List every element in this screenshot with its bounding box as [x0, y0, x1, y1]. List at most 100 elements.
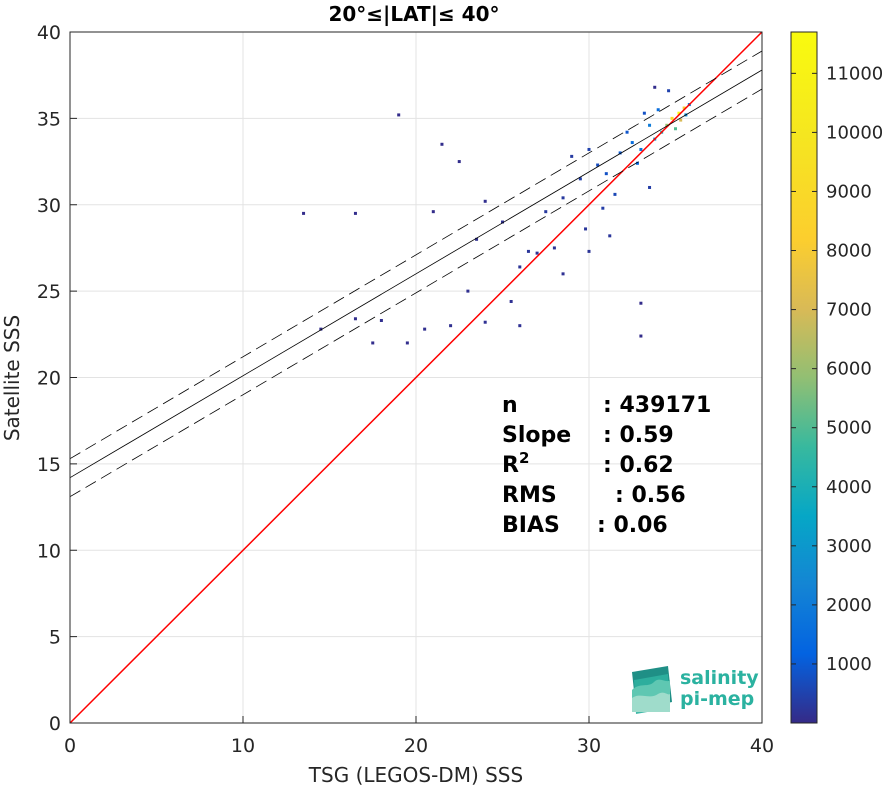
density-cell: [535, 251, 539, 255]
stat-value-3: : 0.56: [615, 483, 686, 508]
density-cell: [475, 237, 479, 241]
y-axis-title: Satellite SSS: [0, 315, 24, 441]
salinity-pi-mep-logo: salinity pi-mep: [632, 666, 759, 714]
density-cell: [423, 327, 427, 331]
density-cell: [552, 246, 556, 250]
y-tick-label-5: 25: [37, 281, 61, 303]
stat-value-0: : 439171: [603, 393, 711, 418]
stat-label-4: BIAS: [502, 513, 560, 538]
fit-line: [70, 69, 762, 479]
x-axis-title: TSG (LEGOS-DM) SSS: [308, 763, 523, 787]
colorbar-tick-label-2: 3000: [826, 536, 872, 557]
density-cell: [397, 113, 401, 117]
density-cell: [682, 106, 686, 110]
density-cell: [544, 210, 548, 214]
density-cell: [440, 142, 444, 146]
logo-line-2: pi-mep: [680, 688, 754, 710]
density-cell: [642, 111, 646, 115]
density-cell: [570, 154, 574, 158]
density-cell: [561, 272, 565, 276]
density-cell: [371, 341, 375, 345]
chart-title: 20°≤|LAT|≤ 40°: [328, 2, 499, 26]
colorbar-frame: [790, 31, 818, 724]
density-cell: [618, 151, 622, 155]
colorbar-tick-label-0: 1000: [826, 654, 872, 675]
x-tick-label-4: 40: [750, 735, 774, 757]
density-cell: [483, 320, 487, 324]
density-cell: [587, 249, 591, 253]
density-cell: [587, 147, 591, 151]
colorbar-tick-label-4: 5000: [826, 418, 872, 439]
density-cell: [518, 324, 522, 328]
regression-lines: [70, 32, 762, 723]
colorbar-ticks: 1000 2000 3000 4000 5000 6000 7000 8000 9000 1000…: [791, 63, 883, 675]
colorbar-tick-label-5: 6000: [826, 359, 872, 380]
density-cell: [526, 249, 530, 253]
y-tick-label-6: 30: [37, 195, 61, 217]
density-cell: [674, 127, 677, 131]
y-tick-label-2: 10: [37, 540, 61, 562]
density-cell: [639, 301, 643, 305]
density-cell: [601, 206, 605, 210]
logo-line-1: salinity: [680, 667, 759, 689]
stat-label-1: Slope: [502, 423, 571, 448]
logo-graphic: [632, 666, 672, 714]
density-cell: [449, 324, 453, 328]
density-cell: [648, 123, 652, 127]
density-cell: [584, 227, 588, 231]
density-cell: [613, 192, 617, 196]
colorbar-tick-label-8: 9000: [826, 181, 872, 202]
density-cloud: [302, 85, 691, 345]
y-tick-label-3: 15: [37, 454, 61, 476]
density-cell: [639, 334, 643, 338]
density-cell: [625, 130, 629, 134]
density-cell: [353, 211, 357, 215]
density-cell: [665, 123, 669, 127]
stat-label-3: RMS: [502, 483, 557, 508]
fit-bound-line-0: [70, 50, 762, 460]
y-tick-label-0: 0: [49, 713, 61, 735]
density-cell: [596, 163, 600, 167]
stat-value-4: : 0.06: [597, 513, 668, 538]
colorbar-tick-label-7: 8000: [826, 241, 872, 262]
stat-value-1: : 0.59: [603, 423, 674, 448]
x-tick-label-1: 10: [231, 735, 255, 757]
stat-value-2: : 0.62: [603, 453, 674, 478]
density-cell: [679, 118, 683, 122]
stat-label-0: n: [502, 393, 518, 418]
density-cell: [648, 185, 652, 189]
density-cell: [379, 318, 383, 322]
x-tick-label-0: 0: [64, 735, 76, 757]
density-cell: [483, 199, 487, 203]
density-cell: [635, 161, 639, 165]
density-cell: [630, 141, 634, 145]
density-cell: [466, 289, 470, 293]
colorbar-tick-label-10: 11000: [826, 63, 883, 84]
fit-bound-line-1: [70, 88, 762, 498]
density-cell: [608, 234, 612, 238]
density-cell: [653, 85, 657, 89]
density-cell: [353, 317, 357, 321]
stat-sup-2: 2: [519, 449, 529, 467]
x-tick-label-3: 30: [577, 735, 601, 757]
colorbar-gradient: [791, 32, 817, 723]
density-cell: [501, 220, 504, 224]
density-cell: [518, 265, 522, 269]
y-tick-label-4: 20: [37, 368, 61, 390]
colorbar-tick-label-3: 4000: [826, 477, 872, 498]
y-tick-label-8: 40: [37, 22, 61, 44]
density-cell: [578, 177, 582, 181]
colorbar: 1000 2000 3000 4000 5000 6000 7000 8000 9000 1000…: [790, 31, 883, 724]
density-cell: [457, 160, 461, 164]
density-cell: [667, 89, 671, 93]
y-tick-label-7: 35: [37, 108, 61, 130]
density-cell: [319, 327, 323, 331]
density-cell: [656, 108, 660, 112]
x-tick-label-2: 20: [404, 735, 428, 757]
axis-ticks: 0 10 20 30 40 0 5 10 15 20 25 30 35 40: [37, 22, 774, 757]
colorbar-tick-label-6: 7000: [826, 300, 872, 321]
y-tick-label-1: 5: [49, 627, 61, 649]
one-to-one-line: [70, 32, 762, 723]
